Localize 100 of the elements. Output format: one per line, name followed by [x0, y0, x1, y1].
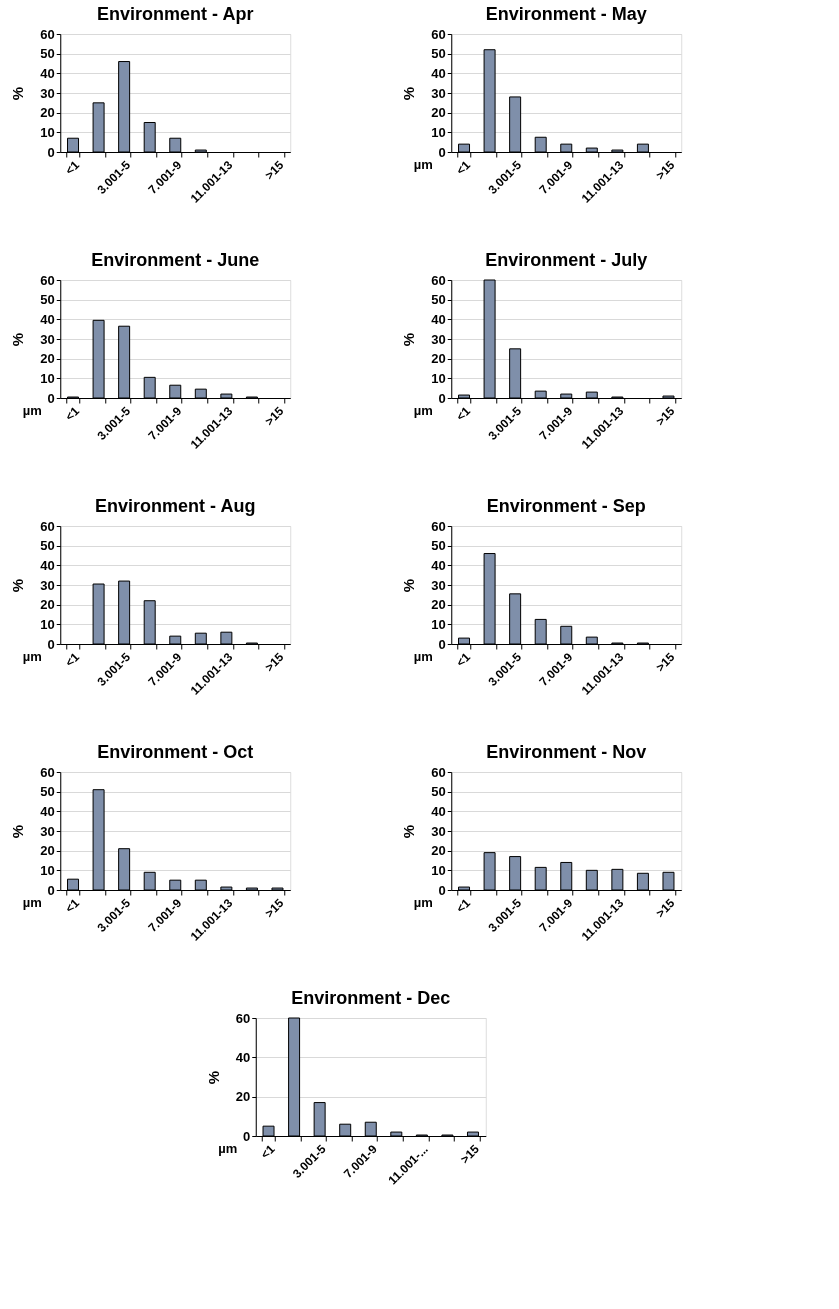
- x-tick-label: >15: [653, 649, 678, 675]
- y-tick-label: 0: [438, 882, 446, 898]
- y-tick-label: 40: [40, 65, 55, 81]
- y-tick-label: 30: [431, 331, 446, 347]
- y-tick-label: 40: [431, 803, 446, 819]
- y-tick-label: 0: [47, 636, 55, 652]
- y-axis-title: %: [9, 86, 27, 101]
- y-tick-label: 50: [431, 538, 446, 554]
- y-tick-label: 30: [40, 823, 55, 839]
- x-tick-label: >15: [653, 403, 678, 429]
- chart-title: Environment - July: [485, 250, 648, 270]
- chart-title: Environment - May: [485, 4, 647, 24]
- y-tick-label: 50: [431, 46, 446, 62]
- y-axis-title: %: [400, 332, 418, 347]
- y-tick-label: 30: [431, 85, 446, 101]
- y-tick-label: 60: [40, 764, 55, 780]
- y-tick-label: 30: [40, 85, 55, 101]
- y-tick-label: 10: [431, 370, 446, 386]
- y-tick-label: 40: [40, 311, 55, 327]
- y-tick-label: 60: [431, 518, 446, 534]
- y-tick-label: 20: [40, 597, 55, 613]
- y-tick-label: 10: [40, 124, 55, 140]
- x-tick-label: <1: [62, 895, 83, 916]
- x-tick-label: <1: [62, 157, 83, 178]
- y-tick-label: 0: [438, 636, 446, 652]
- x-tick-label: <1: [453, 403, 474, 424]
- y-tick-label: 10: [40, 370, 55, 386]
- x-tick-label: <1: [62, 649, 83, 670]
- y-tick-label: 50: [431, 784, 446, 800]
- x-axis-title: µm: [22, 402, 42, 418]
- y-tick-label: 30: [40, 577, 55, 593]
- y-axis-title: %: [400, 824, 418, 839]
- y-axis-title: %: [204, 1070, 222, 1085]
- x-axis-title: µm: [218, 1140, 238, 1156]
- y-axis-title: %: [9, 824, 27, 839]
- y-tick-label: 0: [47, 390, 55, 406]
- y-tick-label: 0: [47, 882, 55, 898]
- y-tick-label: 20: [40, 843, 55, 859]
- y-tick-label: 30: [431, 823, 446, 839]
- y-tick-label: 10: [40, 616, 55, 632]
- y-axis-title: %: [400, 578, 418, 593]
- y-tick-label: 0: [243, 1128, 251, 1144]
- y-tick-label: 0: [47, 144, 55, 160]
- x-axis-title: µm: [22, 648, 42, 664]
- y-tick-label: 40: [431, 65, 446, 81]
- y-tick-label: 10: [431, 616, 446, 632]
- x-axis-title: µm: [413, 156, 433, 172]
- y-axis-title: %: [400, 86, 418, 101]
- y-tick-label: 40: [235, 1049, 251, 1065]
- chart-title: Environment - Aug: [95, 496, 256, 516]
- x-axis-title: µm: [413, 402, 433, 418]
- y-tick-label: 10: [40, 862, 55, 878]
- chart-title: Environment - Sep: [486, 496, 646, 516]
- chart-title: Environment - Dec: [291, 988, 451, 1008]
- y-tick-label: 60: [40, 518, 55, 534]
- x-tick-label: >15: [262, 157, 287, 183]
- y-tick-label: 10: [431, 862, 446, 878]
- y-tick-label: 20: [40, 105, 55, 121]
- y-tick-label: 60: [40, 272, 55, 288]
- x-axis-title: µm: [413, 648, 433, 664]
- y-tick-label: 10: [431, 124, 446, 140]
- x-tick-label: <1: [453, 157, 474, 178]
- y-tick-label: 50: [40, 292, 55, 308]
- y-tick-label: 60: [431, 26, 446, 42]
- x-tick-label: >15: [262, 403, 287, 429]
- chart-title: Environment - Oct: [97, 742, 254, 762]
- y-axis-title: %: [9, 578, 27, 593]
- x-tick-label: <1: [257, 1141, 278, 1162]
- x-tick-label: >15: [262, 649, 287, 675]
- y-tick-label: 30: [431, 577, 446, 593]
- y-tick-label: 60: [235, 1010, 251, 1026]
- chart-title: Environment - Apr: [97, 4, 254, 24]
- y-tick-label: 40: [431, 311, 446, 327]
- y-tick-label: 50: [40, 784, 55, 800]
- y-tick-label: 20: [431, 843, 446, 859]
- y-tick-label: 50: [431, 292, 446, 308]
- y-axis-title: %: [9, 332, 27, 347]
- y-tick-label: 20: [431, 597, 446, 613]
- y-tick-label: 40: [40, 803, 55, 819]
- y-tick-label: 60: [40, 26, 55, 42]
- y-tick-label: 60: [431, 764, 446, 780]
- x-axis-title: µm: [413, 894, 433, 910]
- x-tick-label: >15: [653, 895, 678, 921]
- y-tick-label: 0: [438, 390, 446, 406]
- y-tick-label: 50: [40, 46, 55, 62]
- y-tick-label: 20: [431, 351, 446, 367]
- y-tick-label: 30: [40, 331, 55, 347]
- x-axis-title: µm: [22, 894, 42, 910]
- x-tick-label: >15: [262, 895, 287, 921]
- y-tick-label: 0: [438, 144, 446, 160]
- y-tick-label: 50: [40, 538, 55, 554]
- chart-title: Environment - Nov: [486, 742, 647, 762]
- y-tick-label: 20: [431, 105, 446, 121]
- x-tick-label: <1: [453, 649, 474, 670]
- y-tick-label: 20: [40, 351, 55, 367]
- x-tick-label: <1: [62, 403, 83, 424]
- x-tick-label: <1: [453, 895, 474, 916]
- y-tick-label: 40: [40, 557, 55, 573]
- y-tick-label: 40: [431, 557, 446, 573]
- chart-title: Environment - June: [91, 250, 260, 270]
